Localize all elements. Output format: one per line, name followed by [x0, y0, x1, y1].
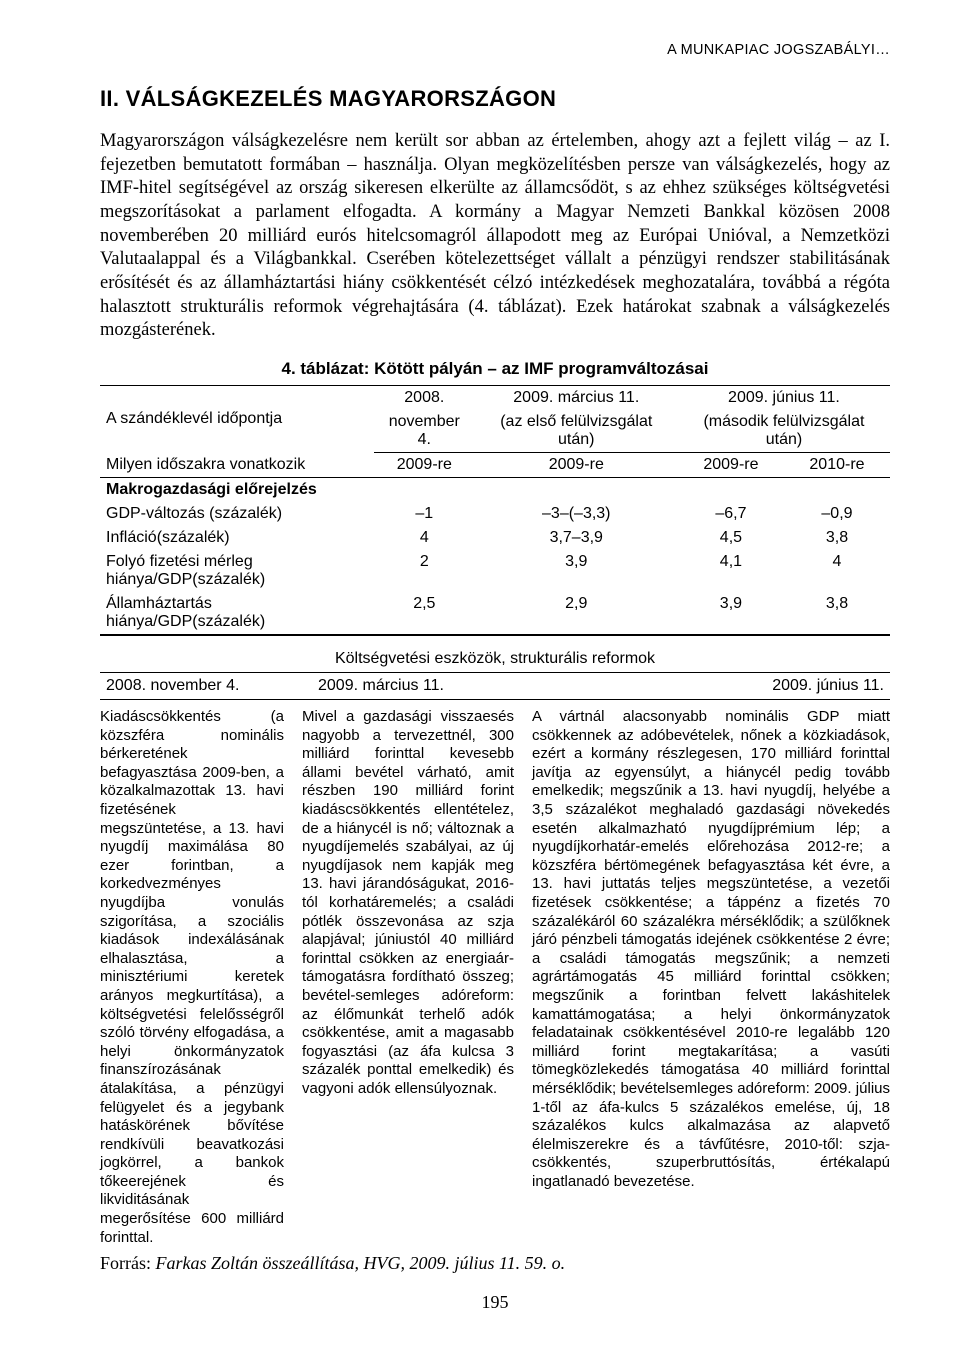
table4-r0-v3: –0,9 [784, 502, 890, 526]
table4-r2-v0: 2 [374, 550, 475, 592]
table4-r1-v1: 3,7–3,9 [475, 526, 678, 550]
table4-hcol-2-bottom: (második felülvizsgálat után) [678, 410, 890, 453]
table4-hcol-0-top: 2008. [374, 386, 475, 411]
three-column-block: Kiadáscsökkentés (a közszféra nominális … [100, 708, 890, 1247]
table4-r0-v2: –6,7 [678, 502, 784, 526]
table4-r1-v2: 4,5 [678, 526, 784, 550]
table4-r3-v1: 2,9 [475, 592, 678, 635]
table4-r0-v0: –1 [374, 502, 475, 526]
table4-hcol-2-top: 2009. június 11. [678, 386, 890, 411]
page-number: 195 [100, 1292, 890, 1313]
running-head: A MUNKAPIAC JOGSZABÁLYI… [100, 42, 890, 58]
table4-period-0: 2009-re [374, 453, 475, 478]
table4-r3-label: Államháztartás hiánya/GDP(százalék) [100, 592, 374, 635]
table4-period-2: 2009-re [678, 453, 784, 478]
table4-r0-v1: –3–(–3,3) [475, 502, 678, 526]
col-2008: Kiadáscsökkentés (a közszféra nominális … [100, 708, 284, 1247]
table4-r1-v0: 4 [374, 526, 475, 550]
table4: A szándéklevél időpontja 2008. 2009. már… [100, 385, 890, 636]
section-title: II. VÁLSÁGKEZELÉS MAGYARORSZÁGON [100, 86, 890, 112]
table4-r2-v1: 3,9 [475, 550, 678, 592]
table4-period-1: 2009-re [475, 453, 678, 478]
table-row: Államháztartás hiánya/GDP(százalék) 2,5 … [100, 592, 890, 635]
table4-r2-label: Folyó fizetési mérleg hiánya/GDP(százalé… [100, 550, 374, 592]
dates-row: 2008. november 4. 2009. március 11. 2009… [100, 672, 890, 700]
table4-period-label: Milyen időszakra vonatkozik [100, 453, 374, 478]
table4-r1-v3: 3,8 [784, 526, 890, 550]
table4-hcol-0-bottom: november 4. [374, 410, 475, 453]
dates-0: 2008. november 4. [100, 673, 312, 700]
table4-r3-v3: 3,8 [784, 592, 890, 635]
dates-1: 2009. március 11. [312, 673, 554, 700]
source-prefix: Forrás: [100, 1253, 151, 1273]
table-row: Folyó fizetési mérleg hiánya/GDP(százalé… [100, 550, 890, 592]
table4-caption: 4. táblázat: Kötött pályán – az IMF prog… [100, 359, 890, 379]
body-paragraph: Magyarországon válságkezelésre nem kerül… [100, 130, 890, 343]
table-row: GDP-változás (százalék) –1 –3–(–3,3) –6,… [100, 502, 890, 526]
source-line: Forrás: Farkas Zoltán összeállítása, HVG… [100, 1253, 890, 1274]
table4-head-label: A szándéklevél időpontja [100, 386, 374, 453]
col-2009-mar: Mivel a gazdasági visszaesés nagyobb a t… [302, 708, 514, 1247]
table4-r3-v0: 2,5 [374, 592, 475, 635]
table4-r1-label: Infláció(százalék) [100, 526, 374, 550]
col-2009-jun: A vártnál alacsonyabb nominális GDP miat… [532, 708, 890, 1247]
table4-period-3: 2010-re [784, 453, 890, 478]
table4-hcol-1-top: 2009. március 11. [475, 386, 678, 411]
table4-subhead: Makrogazdasági előrejelzés [100, 478, 890, 503]
sub-caption: Költségvetési eszközök, strukturális ref… [100, 650, 890, 668]
table-row: Infláció(százalék) 4 3,7–3,9 4,5 3,8 [100, 526, 890, 550]
table4-r0-label: GDP-változás (százalék) [100, 502, 374, 526]
table4-r2-v2: 4,1 [678, 550, 784, 592]
dates-2: 2009. június 11. [554, 673, 890, 700]
table4-r2-v3: 4 [784, 550, 890, 592]
source-rest: Farkas Zoltán összeállítása, HVG, 2009. … [151, 1253, 565, 1273]
table4-r3-v2: 3,9 [678, 592, 784, 635]
table4-hcol-1-bottom: (az első felülvizsgálat után) [475, 410, 678, 453]
